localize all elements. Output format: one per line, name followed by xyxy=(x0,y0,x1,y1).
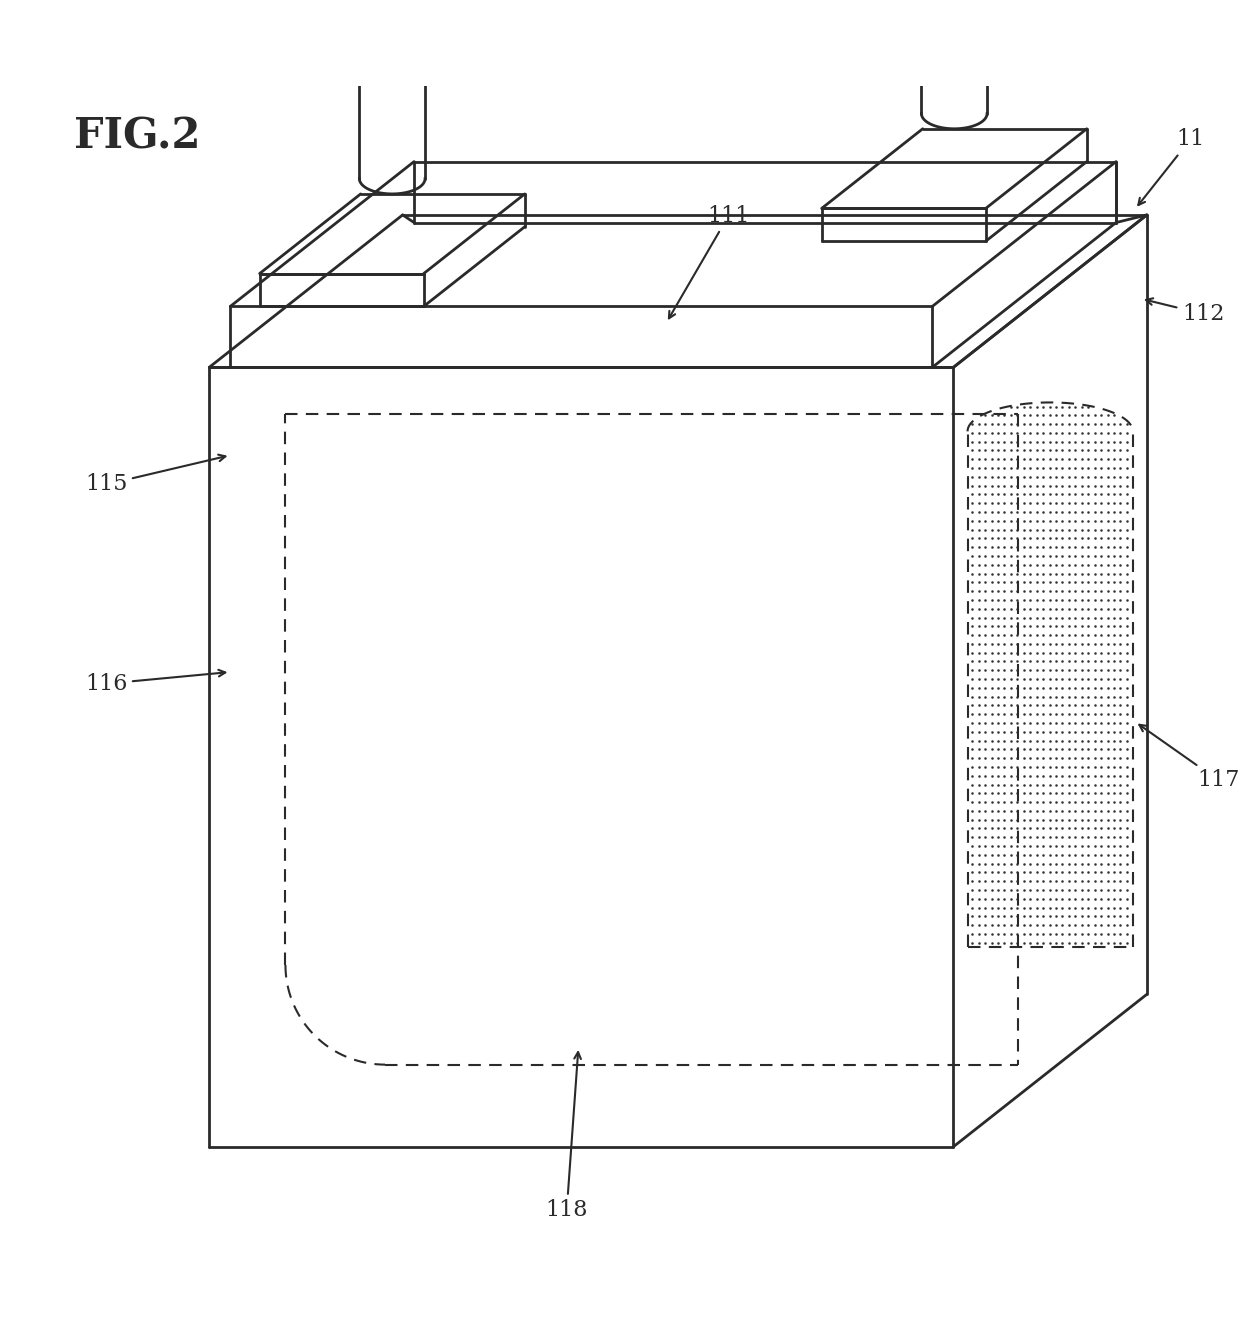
Text: FIG.2: FIG.2 xyxy=(74,116,201,157)
Text: 115: 115 xyxy=(84,454,226,496)
Text: 112: 112 xyxy=(1146,298,1224,325)
Text: 118: 118 xyxy=(546,1052,588,1222)
Text: 117: 117 xyxy=(1140,724,1240,792)
Text: 111: 111 xyxy=(668,204,750,319)
Text: 11: 11 xyxy=(1138,129,1204,206)
Text: 116: 116 xyxy=(84,669,226,695)
